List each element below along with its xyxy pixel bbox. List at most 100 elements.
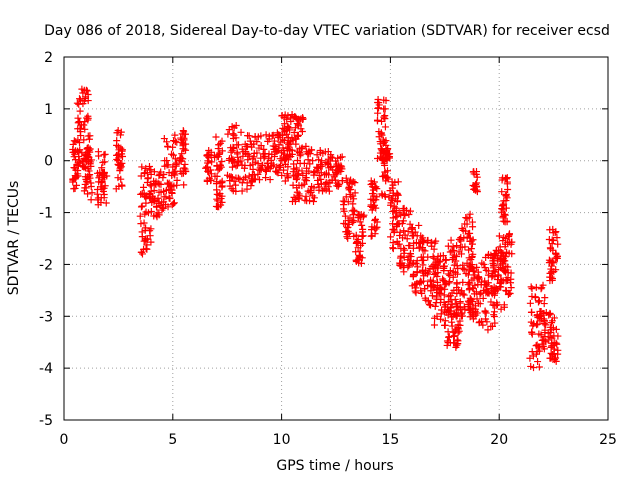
data-point — [138, 250, 146, 258]
data-point — [474, 299, 482, 307]
data-point — [431, 302, 439, 310]
axis-ticks — [63, 56, 609, 421]
y-tick-label: -1 — [39, 206, 53, 222]
data-point — [389, 208, 397, 216]
data-point — [147, 170, 155, 178]
data-point — [273, 129, 281, 137]
data-point — [548, 275, 556, 283]
data-point — [465, 279, 473, 287]
data-point — [441, 317, 449, 325]
data-point — [99, 159, 107, 167]
data-point — [481, 277, 489, 285]
data-point — [137, 203, 145, 211]
data-point — [330, 171, 338, 179]
data-point — [440, 267, 448, 275]
data-point — [246, 137, 254, 145]
data-point — [325, 187, 333, 195]
data-point — [404, 263, 412, 271]
data-point — [99, 169, 107, 177]
data-point — [157, 168, 165, 176]
data-point — [354, 244, 362, 252]
data-point — [430, 254, 438, 262]
data-point — [424, 270, 431, 278]
x-axis-label: GPS time / hours — [276, 458, 393, 474]
data-point — [349, 200, 357, 208]
data-point — [408, 260, 416, 268]
data-point — [379, 173, 387, 181]
data-point — [458, 309, 466, 317]
data-point — [100, 151, 108, 159]
data-point — [164, 142, 172, 150]
data-point — [238, 187, 246, 195]
data-point — [141, 192, 149, 200]
data-point — [147, 207, 155, 215]
data-point — [83, 148, 91, 156]
data-point — [179, 155, 187, 163]
data-point — [315, 183, 323, 191]
data-point — [419, 253, 427, 261]
data-point — [293, 132, 301, 140]
data-point — [279, 153, 287, 161]
data-point — [444, 242, 452, 250]
data-point — [404, 227, 412, 235]
data-point — [503, 217, 511, 225]
data-point — [490, 308, 498, 316]
data-point — [150, 212, 158, 220]
data-point — [94, 201, 102, 209]
data-point — [76, 159, 84, 167]
data-point — [423, 239, 431, 247]
data-point — [164, 203, 172, 211]
data-point — [357, 213, 365, 221]
data-point — [464, 271, 472, 279]
data-point — [408, 225, 416, 233]
data-point — [296, 152, 304, 160]
data-point — [544, 329, 552, 337]
data-point — [541, 294, 549, 302]
data-point — [310, 194, 318, 202]
data-point — [534, 314, 542, 322]
data-point — [228, 185, 236, 193]
data-point — [446, 271, 454, 279]
data-point — [207, 176, 215, 184]
data-point — [314, 176, 322, 184]
data-point — [457, 250, 465, 258]
data-point — [241, 173, 249, 181]
data-point — [140, 170, 148, 178]
data-point — [502, 277, 510, 285]
data-point — [550, 332, 558, 340]
data-point — [355, 211, 363, 219]
data-point — [473, 263, 481, 271]
data-point — [535, 297, 543, 305]
data-point — [234, 141, 242, 149]
data-point — [527, 308, 535, 316]
data-point — [288, 134, 296, 142]
data-point — [439, 276, 447, 284]
data-point — [469, 250, 477, 258]
data-point — [399, 205, 407, 213]
data-point — [494, 272, 502, 280]
data-point — [413, 257, 421, 265]
data-point — [69, 178, 77, 186]
data-point — [315, 171, 323, 179]
data-point — [276, 163, 284, 171]
data-point — [142, 164, 150, 172]
data-point — [427, 287, 435, 295]
data-point — [117, 175, 125, 183]
data-point — [353, 239, 361, 247]
data-point — [348, 216, 356, 224]
data-point — [453, 284, 461, 292]
data-point — [465, 265, 473, 273]
data-point — [250, 149, 258, 157]
data-point — [532, 294, 540, 302]
data-point — [290, 129, 298, 137]
data-point — [85, 158, 93, 166]
data-point — [371, 215, 379, 223]
data-point — [342, 174, 350, 182]
data-point — [375, 133, 383, 141]
data-point — [357, 259, 365, 267]
data-point — [87, 179, 95, 187]
data-point — [116, 163, 124, 171]
data-point — [536, 307, 544, 315]
data-point — [341, 212, 349, 220]
data-point — [373, 116, 381, 124]
